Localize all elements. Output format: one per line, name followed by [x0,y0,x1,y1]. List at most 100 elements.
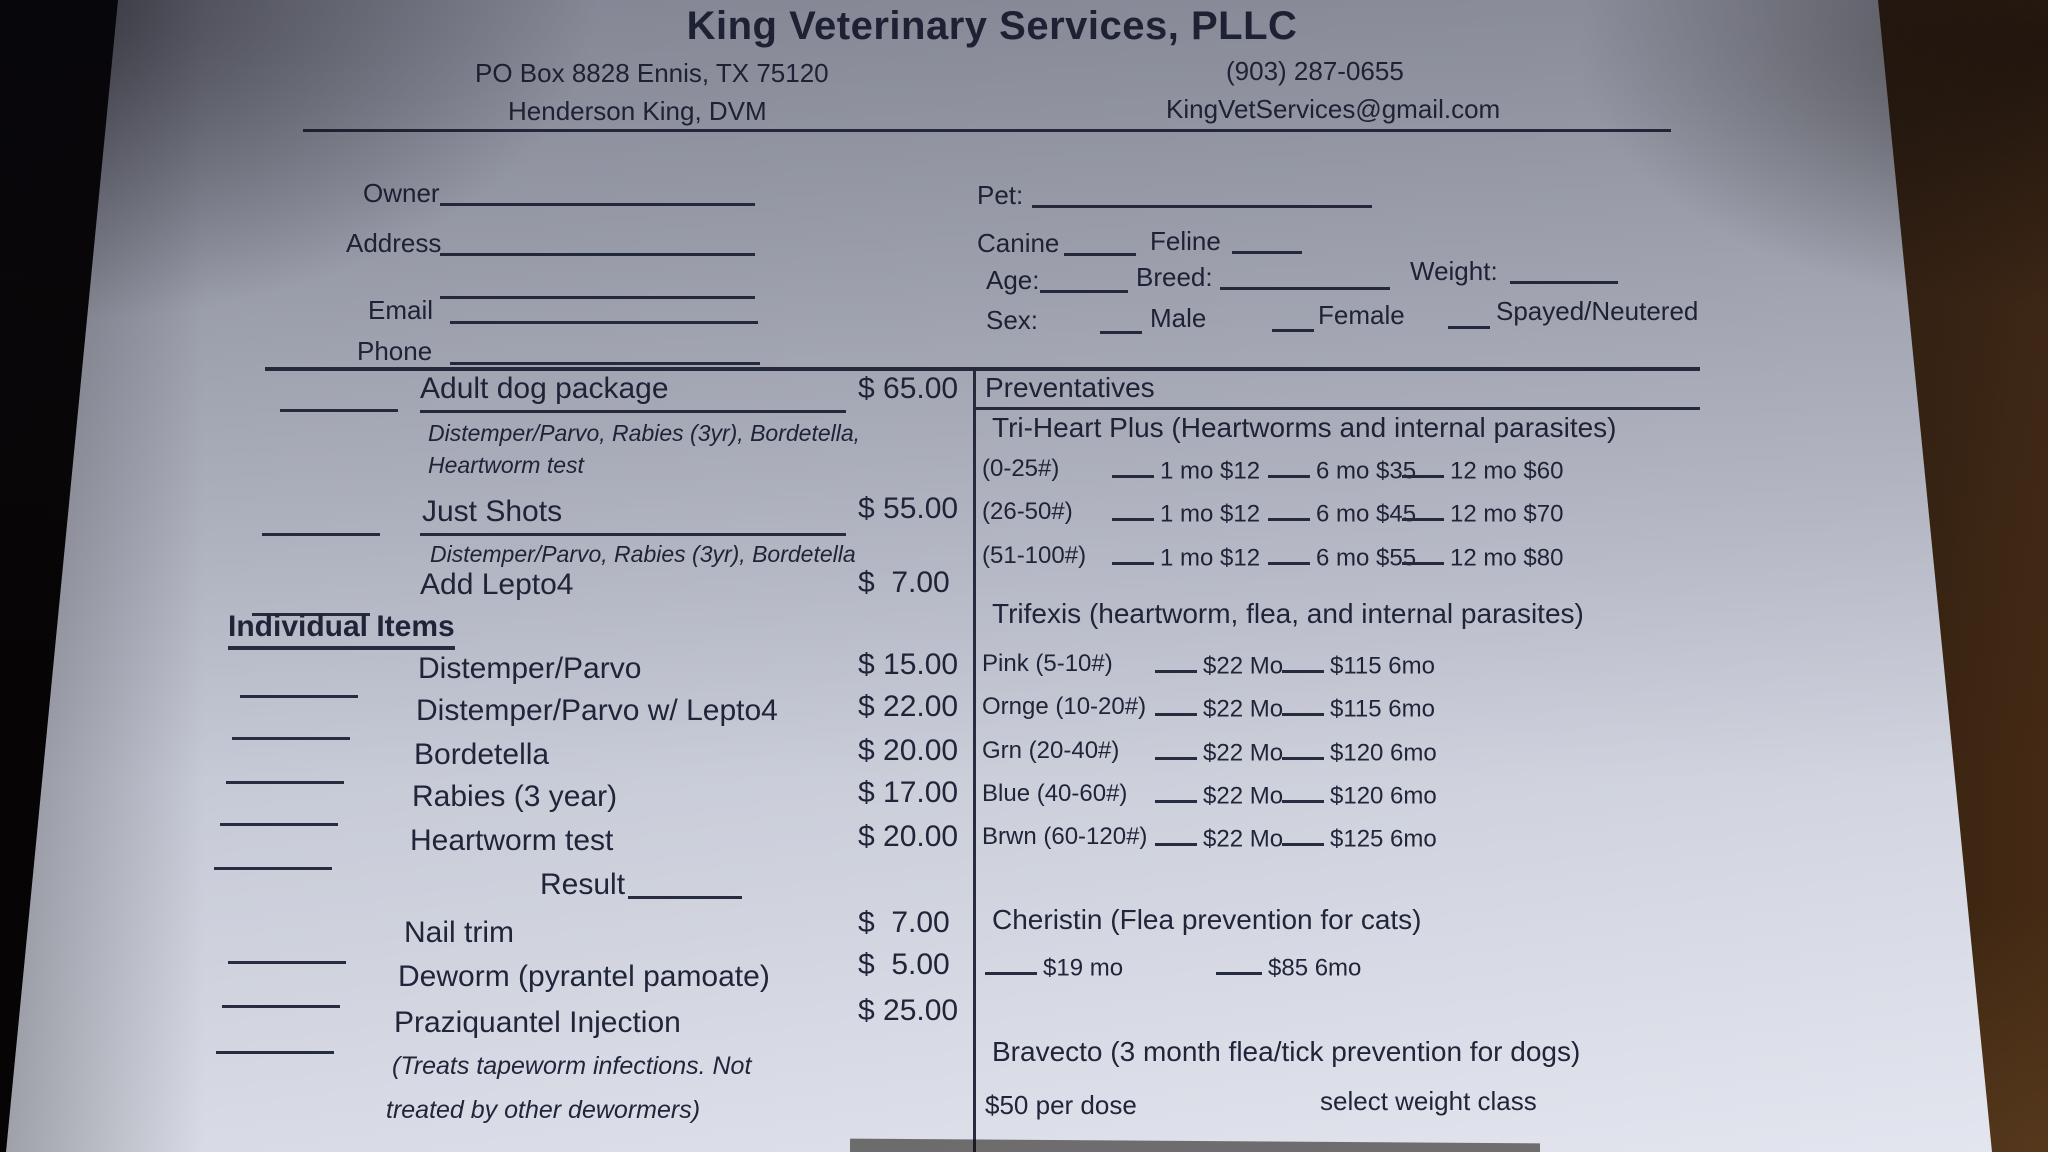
item-price-heartworm: $ 20.00 [858,820,959,853]
package-rule-justshots [420,533,846,536]
triheart-row1-opt3: 12 mo $70 [1402,498,1563,528]
owner-label: Owner [363,178,440,208]
spayed-blank [1448,293,1490,329]
triheart-row0-opt2: 6 mo $35 [1268,455,1416,485]
item-qty-blank-distemper-lepto [232,704,350,740]
package-desc-adult-1: Distemper/Parvo, Rabies (3yr), Bordetell… [428,420,861,446]
trifexis-row2-opt2: $120 6mo [1282,737,1437,767]
option-blank [1402,455,1444,479]
feline-blank [1232,218,1302,254]
clinic-name: King Veterinary Services, PLLC [686,4,1298,48]
triheart-row0-opt3: 12 mo $60 [1402,455,1563,485]
option-label: $22 Mo [1203,825,1284,853]
option-label: 1 mo $12 [1160,500,1261,528]
preventatives-rule [975,407,1700,410]
triheart-row1-opt1: 1 mo $12 [1112,498,1260,528]
item-name-distemper-lepto: Distemper/Parvo w/ Lepto4 [416,694,778,727]
item-price-deworm: $ 5.00 [858,948,950,981]
trifexis-row1-opt1: $22 Mo [1155,693,1283,723]
option-label: $125 6mo [1330,825,1437,853]
bravecto-price-note: $50 per dose [985,1090,1137,1120]
trifexis-row1-opt2: $115 6mo [1282,693,1435,723]
trifexis-weight-1: Ornge (10-20#) [982,693,1147,720]
option-label: $120 6mo [1330,739,1437,767]
option-label: $19 mo [1043,954,1124,982]
item-name-bordetella: Bordetella [414,738,550,771]
option-label: $85 6mo [1268,954,1362,982]
feline-label: Feline [1150,226,1221,256]
weight-label: Weight: [1410,256,1498,286]
item-price-distemper-lepto: $ 22.00 [858,690,959,723]
trifexis-weight-0: Pink (5-10#) [982,650,1113,677]
trifexis-row3-opt2: $120 6mo [1282,780,1437,810]
female-blank [1272,296,1314,332]
option-blank [1268,542,1310,566]
female-label: Female [1318,300,1405,330]
praziquantel-note-2: treated by other dewormers) [386,1096,701,1124]
pet-blank [1032,172,1372,208]
clinic-vet: Henderson King, DVM [508,96,767,126]
option-blank [1155,650,1197,674]
triheart-weight-2: (51-100#) [982,542,1087,569]
item-price-bordetella: $ 20.00 [858,734,959,767]
option-blank [1402,498,1444,522]
option-blank [1155,780,1197,804]
option-blank [1282,823,1324,847]
item-qty-blank-bordetella [226,748,344,784]
owner-blank [440,170,755,206]
weight-blank [1510,248,1618,284]
spayed-label: Spayed/Neutered [1496,296,1699,326]
item-qty-blank-nailtrim [228,928,346,964]
cheristin-opt2: $85 6mo [1216,952,1361,982]
main-top-rule [265,367,1700,371]
trifexis-weight-4: Brwn (60-120#) [982,823,1148,850]
option-blank [1282,737,1324,761]
option-blank [1268,455,1310,479]
option-blank [1282,780,1324,804]
option-label: $115 6mo [1330,695,1435,723]
column-divider-line [973,367,976,1152]
canine-blank [1064,220,1136,256]
item-price-nailtrim: $ 7.00 [858,906,950,939]
trifexis-row3-opt1: $22 Mo [1155,780,1283,810]
trifexis-weight-3: Blue (40-60#) [982,780,1128,807]
option-blank [1216,952,1262,976]
trifexis-weight-2: Grn (20-40#) [982,737,1120,764]
option-label: $22 Mo [1203,652,1284,680]
triheart-weight-1: (26-50#) [982,498,1073,525]
email-blank [450,288,758,324]
result-label: Result [540,868,626,901]
option-blank [1112,542,1154,566]
triheart-row2-opt3: 12 mo $80 [1402,542,1563,572]
address-label: Address [346,228,442,258]
triheart-row1-opt2: 6 mo $45 [1268,498,1416,528]
option-blank [1402,542,1444,566]
phone-blank [450,329,760,365]
trifexis-row0-opt2: $115 6mo [1282,650,1435,680]
item-qty-blank-praziquantel [216,1018,334,1054]
item-qty-blank-rabies [220,790,338,826]
option-blank [1282,650,1324,674]
option-blank [1112,498,1154,522]
item-name-deworm: Deworm (pyrantel pamoate) [398,960,770,993]
item-qty-blank-deworm [222,972,340,1008]
age-label: Age: [986,265,1040,295]
breed-blank [1220,254,1390,290]
package-name-lepto: Add Lepto4 [420,568,574,601]
item-price-rabies: $ 17.00 [858,776,959,809]
item-qty-blank-distemper [240,662,358,698]
item-name-praziquantel: Praziquantel Injection [394,1006,681,1039]
phone-label: Phone [357,336,433,366]
triheart-weight-0: (0-25#) [982,455,1060,482]
option-blank [1155,823,1197,847]
individual-items-heading: Individual Items [228,610,455,650]
triheart-title: Tri-Heart Plus (Heartworms and internal … [992,412,1617,443]
clinic-address: PO Box 8828 Ennis, TX 75120 [475,58,829,88]
option-blank [1155,737,1197,761]
trifexis-title: Trifexis (heartworm, flea, and internal … [992,598,1584,629]
header-rule [303,129,1671,132]
option-label: 12 mo $80 [1450,544,1564,572]
option-label: $22 Mo [1203,739,1284,767]
